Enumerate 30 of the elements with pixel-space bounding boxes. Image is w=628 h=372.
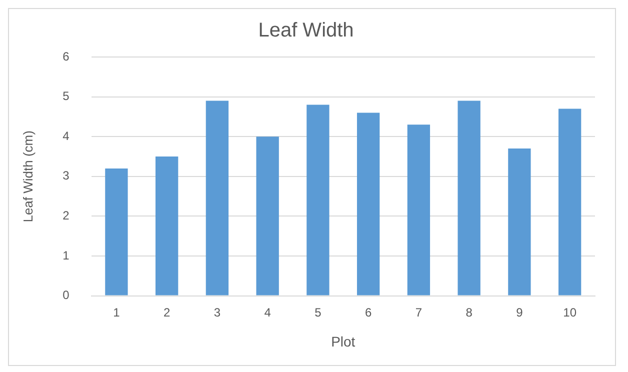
bar: [458, 100, 480, 296]
bar: [206, 100, 229, 296]
x-tick-label: 1: [113, 305, 120, 320]
y-tick-label: 4: [62, 128, 70, 143]
bar: [508, 148, 531, 296]
x-tick-label: 2: [163, 305, 170, 320]
y-tick-label: 6: [62, 49, 70, 64]
x-axis-title: Plot: [331, 333, 356, 350]
bar: [156, 156, 178, 296]
y-tick-label: 3: [62, 168, 70, 183]
chart-title: Leaf Width: [258, 20, 354, 42]
bar: [356, 112, 380, 296]
x-tick-label: 10: [563, 305, 577, 320]
bar: [407, 124, 430, 296]
y-tick-label: 5: [62, 89, 70, 104]
x-tick-label: 8: [466, 305, 473, 320]
x-tick-label: 4: [264, 305, 272, 320]
bar: [558, 108, 582, 296]
y-tick-label: 0: [62, 288, 70, 302]
bar: [105, 168, 128, 296]
x-tick-label: 9: [516, 305, 524, 320]
y-axis-title: Leaf Width (cm): [20, 130, 36, 222]
x-tick-label: 3: [214, 305, 221, 320]
bar: [306, 104, 330, 296]
bar: [256, 136, 279, 296]
x-tick-label: 7: [415, 305, 422, 320]
x-tick-label: 6: [364, 305, 372, 320]
y-tick-label: 1: [62, 248, 70, 262]
x-tick-label: 5: [314, 305, 322, 320]
y-tick-label: 2: [62, 208, 70, 223]
